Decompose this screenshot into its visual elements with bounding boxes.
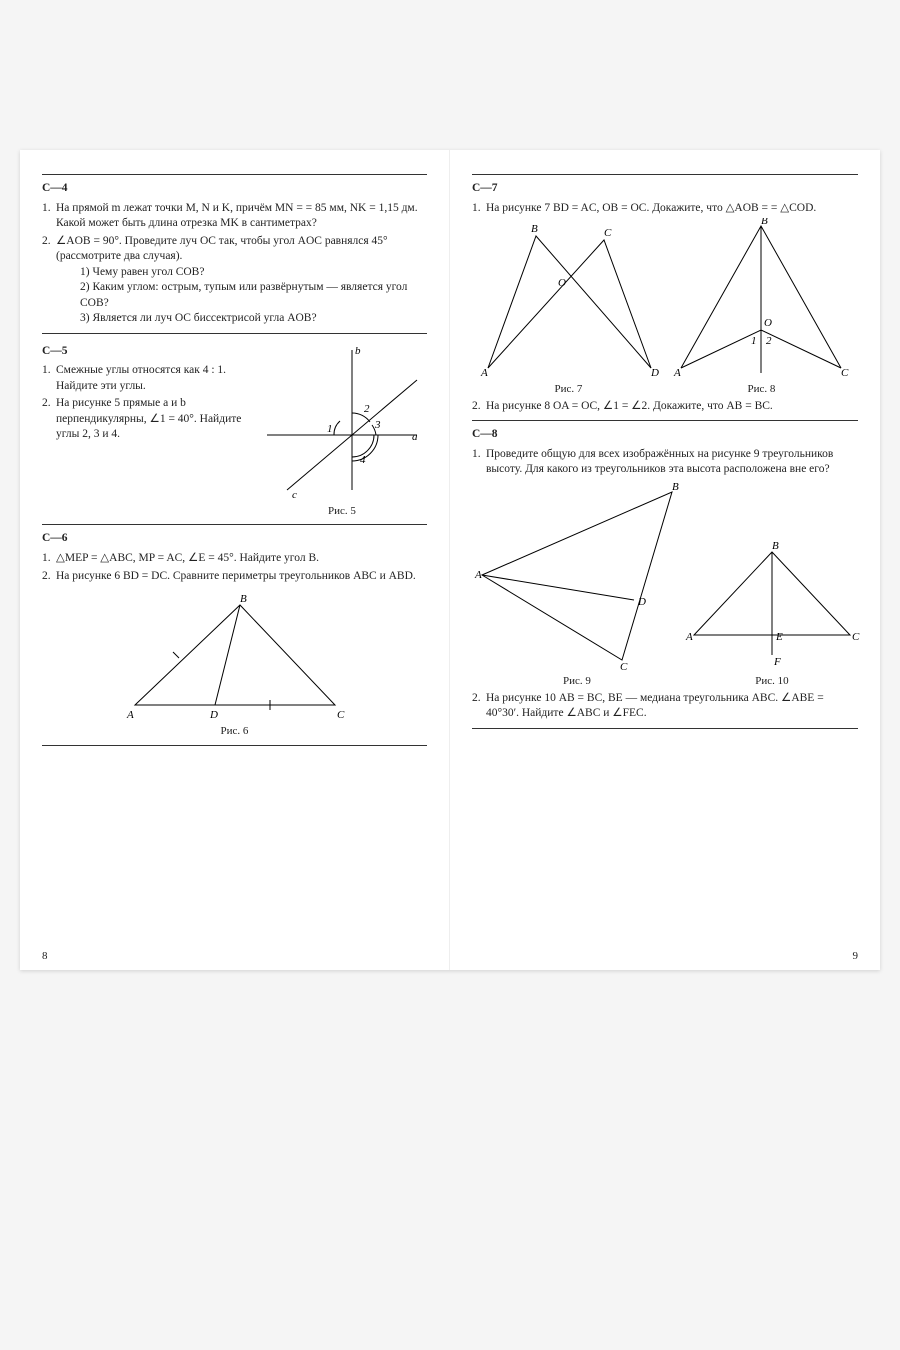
item-text: На прямой m лежат точки M, N и K, причём… [56,201,427,232]
item-number: 1. [42,201,56,232]
rule [472,728,858,729]
svg-text:D: D [650,367,659,378]
svg-text:C: C [620,661,628,670]
figure-8-caption: Рис. 8 [669,382,854,397]
figure-10-caption: Рис. 10 [682,674,862,689]
c4-item-1: 1. На прямой m лежат точки M, N и K, при… [42,201,427,232]
svg-text:B: B [240,593,247,605]
svg-text:B: B [772,540,779,552]
svg-text:1: 1 [751,335,757,347]
label-c: c [292,489,297,500]
label-a: a [412,431,418,443]
rule [42,745,427,746]
section-c8-title: С—8 [472,427,858,443]
c5-item-2: 2. На рисунке 5 прямые a и b перпендикул… [42,396,257,443]
figures-9-10-row: A B C D Рис. 9 A B C E [472,480,858,689]
section-c5-title: С—5 [42,344,257,360]
figure-5: a b c 1 2 3 4 Рис. 5 [257,340,427,519]
c7-item-1: 1. На рисунке 7 BD = AC, OB = OC. Докажи… [472,201,858,217]
right-page: С—7 1. На рисунке 7 BD = AC, OB = OC. До… [450,150,880,970]
label-2: 2 [364,403,370,415]
label-1: 1 [327,423,333,435]
item-text: ∠AOB = 90°. Проведите луч OC так, чтобы … [56,234,427,327]
section-c6-title: С—6 [42,531,427,547]
left-page: С—4 1. На прямой m лежат точки M, N и K,… [20,150,450,970]
label-4: 4 [360,454,366,466]
rule [472,420,858,421]
svg-text:C: C [337,709,345,720]
figure-9: A B C D Рис. 9 [472,480,682,689]
figure-8: A B C O 1 2 Рис. 8 [669,218,854,397]
section-c4-title: С—4 [42,181,427,197]
figure-6: A B C D Рис. 6 [42,590,427,739]
figure-7: A B C D O Рис. 7 [476,218,661,397]
label-b: b [355,345,361,357]
svg-text:A: A [673,367,681,378]
sub-q1: 1) Чему равен угол COB? [80,265,427,281]
svg-text:B: B [761,218,768,227]
c4-item-2: 2. ∠AOB = 90°. Проведите луч OC так, что… [42,234,427,327]
figures-7-8-row: A B C D O Рис. 7 A B C [472,218,858,397]
page-number-left: 8 [42,949,48,964]
svg-text:O: O [764,317,772,329]
c8-item-2: 2. На рисунке 10 AB = BC, BE — медиана т… [472,691,858,722]
svg-text:A: A [474,569,482,581]
rule [42,174,427,175]
svg-text:F: F [773,656,781,668]
item-number: 2. [42,234,56,327]
svg-text:B: B [531,223,538,235]
rule [42,333,427,334]
svg-text:C: C [604,227,612,239]
svg-text:D: D [637,596,646,608]
c6-item-1: 1. △MEP = △ABC, MP = AC, ∠E = 45°. Найди… [42,551,427,567]
page-number-right: 9 [853,949,859,964]
svg-text:D: D [209,709,218,720]
sub-q3: 3) Является ли луч OC биссектрисой угла … [80,311,427,327]
c6-item-2: 2. На рисунке 6 BD = DC. Сравните периме… [42,569,427,585]
figure-5-caption: Рис. 5 [257,504,427,519]
figure-10: A B C E F Рис. 10 [682,540,862,689]
svg-text:2: 2 [766,335,772,347]
rule [472,174,858,175]
sub-q2: 2) Каким углом: острым, тупым или развёр… [80,280,427,311]
c7-item-2: 2. На рисунке 8 OA = OC, ∠1 = ∠2. Докажи… [472,399,858,415]
item-text-span: ∠AOB = 90°. Проведите луч OC так, чтобы … [56,235,388,263]
svg-text:E: E [775,631,783,643]
c8-item-1: 1. Проведите общую для всех изображённых… [472,447,858,478]
section-c7-title: С—7 [472,181,858,197]
svg-text:A: A [685,631,693,643]
svg-text:A: A [480,367,488,378]
figure-6-caption: Рис. 6 [115,724,355,739]
figure-9-caption: Рис. 9 [472,674,682,689]
page-spread: С—4 1. На прямой m лежат точки M, N и K,… [20,150,880,970]
svg-text:C: C [852,631,860,643]
c5-item-1: 1. Смежные углы относятся как 4 : 1. Най… [42,363,257,394]
svg-text:B: B [672,481,679,493]
svg-text:C: C [841,367,849,378]
svg-text:O: O [558,277,566,289]
figure-7-caption: Рис. 7 [476,382,661,397]
label-3: 3 [374,419,381,431]
rule [42,524,427,525]
svg-text:A: A [126,709,134,720]
